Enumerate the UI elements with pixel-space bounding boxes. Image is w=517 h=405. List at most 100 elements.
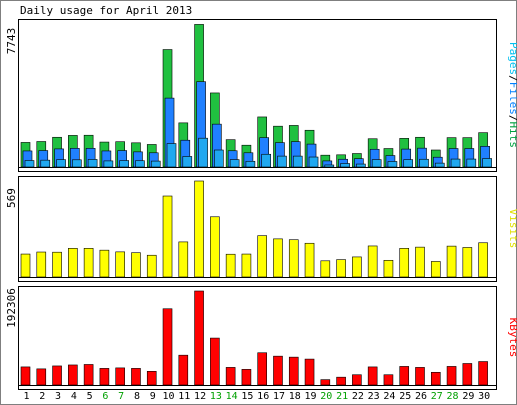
pages-bar-day-24 [387, 161, 398, 168]
kbytes-bar-day-4 [68, 364, 78, 386]
kbytes-bar-day-13 [210, 337, 220, 386]
x-tick-label-day-1: 1 [23, 391, 29, 402]
x-tick-label-day-25: 25 [399, 391, 411, 402]
pages-bar-day-14 [229, 159, 240, 168]
legend-item-hits: Hits [507, 122, 517, 149]
pages-bar-day-26 [419, 158, 429, 168]
visits-bar-day-25 [399, 248, 410, 278]
kbytes-bar-day-8 [131, 368, 141, 386]
visits-ymax-label: 569 [5, 188, 18, 208]
legend-item-visits: Visits [507, 209, 517, 249]
x-tick-label-day-7: 7 [118, 391, 124, 402]
visits-bar-day-26 [415, 246, 425, 278]
legend-separator: / [507, 115, 517, 122]
x-tick-label-day-15: 15 [241, 391, 253, 402]
x-tick-label-day-29: 29 [462, 391, 474, 402]
usage-legend: Pages/Files/Hits [507, 42, 517, 148]
kbytes-bar-day-29 [462, 363, 473, 386]
visits-bar-day-5 [83, 248, 94, 278]
pages-bar-day-10 [166, 143, 177, 168]
kbytes-bar-day-2 [36, 368, 47, 386]
kbytes-legend: KBytes [507, 318, 517, 358]
visits-bar-day-17 [273, 238, 283, 278]
visits-legend: Visits [507, 209, 517, 249]
pages-bar-day-25 [403, 159, 414, 168]
pages-bar-day-29 [466, 158, 477, 168]
x-tick-label-day-22: 22 [352, 391, 364, 402]
visits-panel: 569 Visits [5, 176, 517, 282]
x-tick-label-day-8: 8 [134, 391, 140, 402]
visits-bar-day-15 [241, 253, 252, 278]
kbytes-ymax-label: 192306 [5, 288, 18, 328]
visits-bar-day-11 [178, 241, 189, 278]
x-tick-label-day-9: 9 [150, 391, 156, 402]
x-tick-label-day-4: 4 [71, 391, 77, 402]
x-tick-label-day-16: 16 [257, 391, 269, 402]
x-tick-label-day-28: 28 [447, 391, 459, 402]
visits-bar-day-23 [367, 245, 378, 278]
kbytes-bar-day-9 [146, 371, 157, 386]
pages-bar-day-6 [103, 160, 114, 168]
legend-item-files: Files [507, 82, 517, 115]
visits-bar-day-10 [162, 195, 173, 278]
kbytes-bar-day-25 [399, 366, 410, 386]
pages-bar-day-2 [40, 159, 51, 168]
visits-bar-day-28 [446, 245, 457, 278]
visits-bar-day-2 [36, 251, 47, 278]
visits-bar-day-6 [99, 249, 110, 278]
visits-bar-day-16 [257, 235, 268, 278]
usage-ymax-label: 7743 [5, 28, 18, 55]
pages-bar-day-23 [371, 159, 382, 168]
pages-bar-day-7 [119, 160, 129, 168]
pages-bar-day-9 [150, 160, 161, 168]
kbytes-bar-day-22 [352, 374, 362, 386]
visits-bar-day-12 [194, 180, 204, 278]
pages-bar-day-5 [87, 159, 98, 168]
visits-bar-day-18 [288, 239, 299, 278]
visits-bar-day-27 [430, 261, 441, 278]
x-tick-label-day-30: 30 [478, 391, 490, 402]
kbytes-bar-day-16 [257, 352, 268, 386]
pages-bar-day-28 [450, 158, 461, 168]
x-tick-label-day-19: 19 [305, 391, 317, 402]
pages-bar-day-22 [356, 163, 366, 168]
kbytes-bar-day-1 [20, 366, 31, 386]
pages-bar-day-15 [245, 160, 256, 168]
kbytes-bar-day-20 [320, 379, 331, 386]
x-tick-label-day-21: 21 [336, 391, 348, 402]
visits-bar-day-4 [68, 248, 78, 278]
kbytes-panel: 192306 KBytes [5, 286, 517, 390]
pages-bar-day-18 [292, 155, 303, 168]
kbytes-bar-day-3 [52, 365, 62, 386]
x-tick-label-day-24: 24 [383, 391, 395, 402]
x-tick-label-day-13: 13 [210, 391, 222, 402]
kbytes-bar-day-19 [304, 358, 315, 386]
pages-bar-day-12 [198, 137, 208, 168]
visits-bar-day-24 [383, 259, 394, 278]
visits-bar-day-3 [52, 251, 62, 278]
kbytes-bar-day-6 [99, 368, 110, 386]
kbytes-bar-day-23 [367, 366, 378, 386]
visits-bar-day-19 [304, 242, 315, 278]
pages-bar-day-4 [72, 159, 82, 168]
pages-bar-day-30 [482, 158, 492, 168]
pages-bar-day-20 [324, 164, 335, 168]
pages-bar-day-27 [434, 162, 445, 168]
visits-bar-day-8 [131, 252, 141, 278]
x-tick-label-day-27: 27 [431, 391, 443, 402]
kbytes-bar-day-14 [225, 367, 236, 386]
kbytes-bar-day-12 [194, 290, 204, 386]
visits-bar-day-22 [352, 256, 362, 278]
legend-separator: / [507, 75, 517, 82]
legend-item-kbytes: KBytes [507, 318, 517, 358]
x-tick-label-day-12: 12 [194, 391, 206, 402]
kbytes-bar-day-7 [115, 367, 125, 386]
pages-bar-day-3 [56, 159, 66, 168]
visits-bar-day-29 [462, 247, 473, 278]
visits-bar-day-14 [225, 253, 236, 278]
x-tick-label-day-18: 18 [289, 391, 301, 402]
pages-bar-day-19 [308, 156, 319, 168]
pages-bar-day-8 [135, 160, 145, 168]
x-tick-label-day-5: 5 [87, 391, 93, 402]
